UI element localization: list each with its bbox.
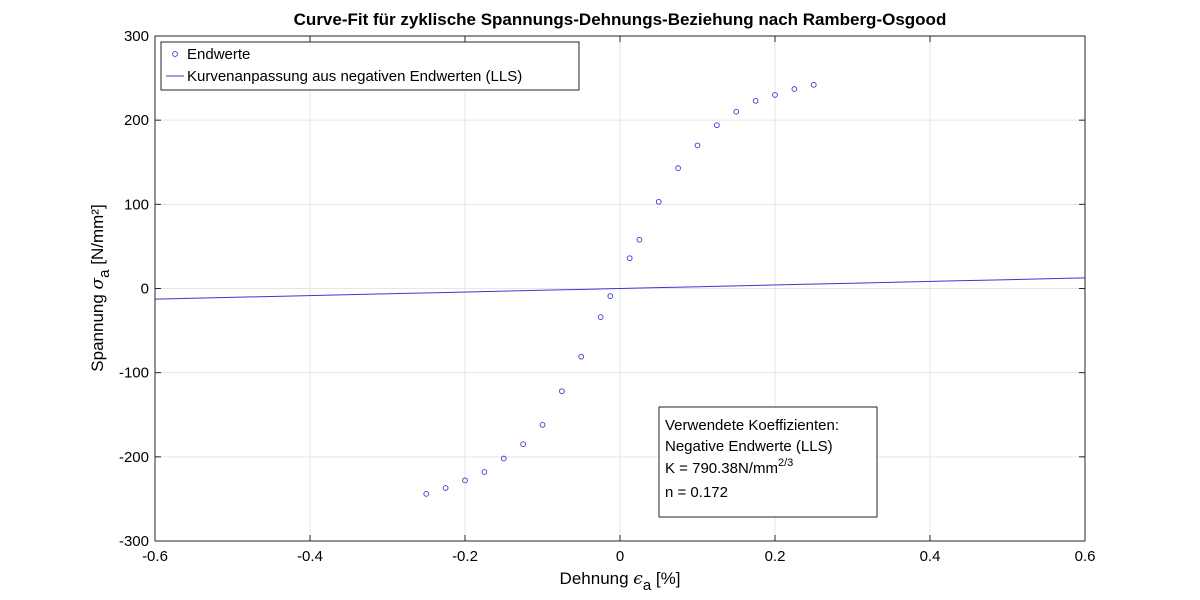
- data-point: [607, 293, 614, 299]
- legend-label-endwerte: Endwerte: [187, 46, 250, 63]
- x-tick-label: -0.6: [142, 548, 168, 565]
- x-axis-label: Dehnung ϵa [%]: [560, 569, 681, 594]
- coefficients-annotation: Verwendete Koeffizienten: Negative Endwe…: [658, 406, 878, 518]
- y-tick-label: 100: [124, 196, 149, 213]
- x-axis-label-symbol: ϵ: [633, 569, 643, 589]
- annotation-k-value: K = 790.38N/mm: [665, 460, 778, 477]
- y-tick-label: 0: [141, 281, 149, 298]
- x-tick-label: 0.6: [1075, 548, 1096, 565]
- data-point: [597, 314, 604, 320]
- data-point: [636, 236, 643, 243]
- x-tick-label: 0: [616, 548, 624, 565]
- data-point: [752, 97, 759, 104]
- annotation-line-method: Negative Endwerte (LLS): [665, 438, 833, 455]
- data-point: [810, 81, 817, 88]
- x-axis-label-text: Dehnung: [560, 569, 634, 588]
- data-point: [655, 198, 662, 205]
- data-point: [423, 491, 430, 497]
- y-tick-label: -200: [119, 449, 149, 466]
- y-tick-label: -300: [119, 533, 149, 550]
- legend-label-fit: Kurvenanpassung aus negativen Endwerten …: [187, 68, 522, 85]
- data-point: [791, 86, 798, 92]
- y-tick-label: -100: [119, 365, 149, 382]
- legend-marker-endwerte: [172, 51, 178, 57]
- y-tick-label: 300: [124, 28, 149, 45]
- data-point: [442, 485, 449, 491]
- plot-content: [155, 81, 1085, 497]
- annotation-box: [658, 406, 878, 518]
- x-tick-label: 0.4: [920, 548, 941, 565]
- data-point: [578, 353, 585, 360]
- annotation-line-heading: Verwendete Koeffizienten:: [665, 417, 839, 434]
- data-point: [626, 255, 633, 262]
- data-point: [539, 422, 546, 428]
- y-axis-label: Spannung σa [N/mm²]: [88, 204, 113, 371]
- y-axis-label-sub: a: [96, 269, 113, 278]
- x-axis: -0.6 -0.4 -0.2 0 0.2 0.4 0.6: [142, 36, 1095, 565]
- y-axis-label-unit: [N/mm²]: [88, 204, 107, 269]
- x-tick-label: -0.4: [297, 548, 323, 565]
- data-point: [772, 92, 778, 98]
- data-point: [500, 455, 507, 462]
- plot-frame: [154, 35, 1086, 542]
- x-axis-label-unit: [%]: [651, 569, 680, 588]
- x-tick-label: -0.2: [452, 548, 478, 565]
- data-point: [462, 477, 468, 484]
- x-tick-label: 0.2: [765, 548, 786, 565]
- y-axis-label-text: Spannung: [88, 289, 107, 371]
- y-axis-label-symbol: σ: [88, 277, 108, 289]
- legend: Endwerte Kurvenanpassung aus negativen E…: [160, 41, 580, 91]
- chart-title: Curve-Fit für zyklische Spannungs-Dehnun…: [294, 10, 947, 29]
- data-point: [559, 388, 565, 395]
- data-point: [714, 122, 720, 129]
- annotation-line-k: K = 790.38N/mm2/3: [665, 457, 793, 477]
- data-point: [733, 108, 740, 115]
- data-point: [694, 142, 701, 149]
- annotation-line-n: n = 0.172: [665, 484, 728, 501]
- annotation-k-exponent: 2/3: [778, 457, 793, 469]
- legend-box: [160, 41, 580, 91]
- fit-curve-line: [155, 277, 1085, 300]
- y-tick-label: 200: [124, 112, 149, 129]
- x-axis-label-sub: a: [643, 577, 652, 594]
- data-point: [675, 165, 681, 171]
- y-axis: -300 -200 -100 0 100 200 300: [119, 28, 1085, 550]
- data-point: [520, 441, 526, 448]
- data-point: [481, 469, 488, 475]
